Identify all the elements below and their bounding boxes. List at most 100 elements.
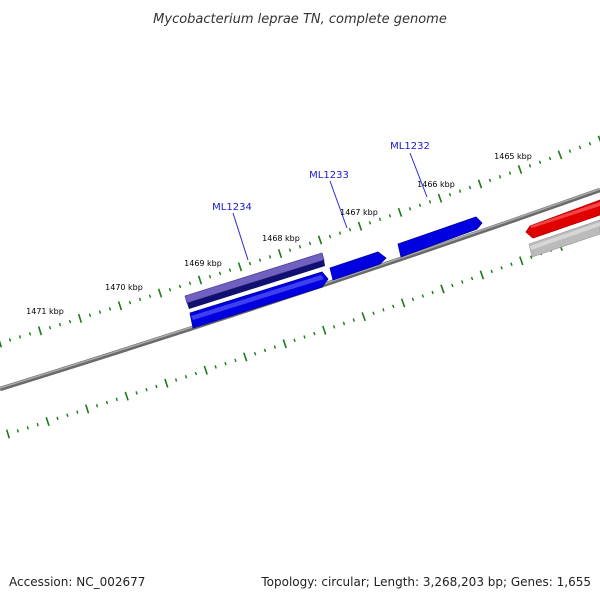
outer-minor-tick <box>548 156 552 161</box>
inner-major-tick <box>400 298 406 308</box>
outer-minor-tick <box>508 171 512 175</box>
outer-minor-tick <box>128 300 132 305</box>
outer-minor-tick <box>448 192 452 197</box>
outer-major-tick <box>557 150 563 160</box>
inner-major-tick <box>282 339 287 349</box>
outer-minor-tick <box>538 160 542 164</box>
gene-label-ml1233-leader <box>329 180 348 229</box>
gene-ml1232-feature[interactable] <box>397 216 483 258</box>
outer-minor-tick <box>8 338 12 342</box>
outer-minor-tick <box>498 174 502 179</box>
inner-minor-tick <box>313 331 316 336</box>
gene-ml1233-feature[interactable] <box>329 251 387 281</box>
outer-major-tick <box>517 165 523 174</box>
outer-minor-tick <box>148 294 152 298</box>
inner-major-tick <box>361 312 366 322</box>
outer-minor-tick <box>578 145 582 150</box>
inner-major-tick <box>124 391 129 401</box>
outer-minor-tick <box>248 261 252 266</box>
scale-label-1467-kbp: 1467 kbp <box>340 208 378 217</box>
map-title: Mycobacterium leprae TN, complete genome <box>153 12 447 27</box>
outer-minor-tick <box>588 141 592 146</box>
inner-minor-tick <box>16 429 20 433</box>
inner-minor-tick <box>26 426 29 430</box>
gene-label-ml1232-leader <box>409 152 428 198</box>
gene-ml1234-highlight <box>191 275 324 320</box>
gene-label-ml1233-text: ML1233 <box>309 170 349 181</box>
scale-label-1471-kbp: 1471 kbp <box>26 307 64 316</box>
scale-label-1468-kbp: 1468 kbp <box>262 234 300 243</box>
inner-minor-tick <box>224 361 227 366</box>
inner-minor-tick <box>529 255 533 259</box>
inner-minor-tick <box>342 321 346 326</box>
outer-minor-tick <box>218 271 222 276</box>
accession-text: Accession: NC_002677 <box>9 575 145 589</box>
outer-major-tick <box>237 262 243 272</box>
inner-minor-tick <box>352 318 355 322</box>
outer-minor-tick <box>108 307 112 311</box>
inner-major-tick <box>243 352 248 362</box>
outer-major-tick <box>117 301 123 311</box>
inner-minor-tick <box>95 404 99 408</box>
outer-minor-tick <box>328 234 332 239</box>
outer-minor-tick <box>348 227 352 232</box>
outer-minor-tick <box>568 149 572 153</box>
inner-major-tick <box>203 365 208 375</box>
inner-minor-tick <box>263 348 267 353</box>
inner-minor-tick <box>135 391 138 395</box>
outer-minor-tick <box>208 274 212 279</box>
gene-label-ml1233[interactable]: ML1233 <box>309 170 349 229</box>
inner-major-tick <box>85 404 90 414</box>
outer-minor-tick <box>18 335 22 339</box>
outer-minor-tick <box>458 189 462 193</box>
outer-tick-track <box>0 135 600 348</box>
outer-major-tick <box>397 207 403 217</box>
outer-major-tick <box>317 235 323 245</box>
reverse-gene-highlight <box>530 202 600 228</box>
cds-ml1234-feature[interactable] <box>187 260 325 309</box>
outer-minor-tick <box>378 217 382 222</box>
outer-minor-tick <box>368 221 372 225</box>
gene-label-ml1232-text: ML1232 <box>390 141 430 152</box>
outer-major-tick <box>437 193 443 203</box>
outer-major-tick <box>357 221 363 231</box>
gene-label-ml1234-text: ML1234 <box>212 202 252 213</box>
inner-minor-tick <box>510 262 513 267</box>
gene-label-ml1234[interactable]: ML1234 <box>212 202 252 261</box>
gene-label-ml1232[interactable]: ML1232 <box>390 141 430 198</box>
inner-major-tick <box>164 378 169 388</box>
inner-minor-tick <box>293 338 296 343</box>
inner-major-tick <box>519 256 524 266</box>
inner-minor-tick <box>155 384 158 389</box>
inner-minor-tick <box>470 276 474 281</box>
genome-summary-text: Topology: circular; Length: 3,268,203 bp… <box>260 575 591 589</box>
inner-major-tick <box>322 325 327 335</box>
outer-minor-tick <box>168 287 172 292</box>
inner-minor-tick <box>421 294 425 298</box>
scale-label-1466-kbp: 1466 kbp <box>417 180 455 189</box>
inner-minor-tick <box>115 397 118 402</box>
outer-major-tick <box>37 326 43 336</box>
inner-minor-tick <box>372 311 375 315</box>
outer-minor-tick <box>228 268 232 272</box>
outer-major-tick <box>157 288 163 298</box>
outer-major-tick <box>0 340 3 348</box>
inner-minor-tick <box>382 308 385 312</box>
outer-minor-tick <box>188 281 192 286</box>
inner-minor-tick <box>451 283 454 288</box>
inner-minor-tick <box>76 410 79 414</box>
outer-minor-tick <box>178 284 182 289</box>
inner-minor-tick <box>461 280 464 284</box>
outer-major-tick <box>197 275 203 285</box>
outer-minor-tick <box>308 241 312 246</box>
inner-major-tick <box>479 270 485 280</box>
outer-minor-tick <box>428 200 432 204</box>
outer-minor-tick <box>488 178 492 183</box>
grey-feature-highlight <box>530 222 600 250</box>
inner-minor-tick <box>36 422 39 427</box>
outer-minor-tick <box>138 297 142 302</box>
outer-minor-tick <box>268 255 272 259</box>
scale-label-1470-kbp: 1470 kbp <box>105 283 143 292</box>
inner-minor-tick <box>500 266 503 270</box>
inner-minor-tick <box>214 365 217 369</box>
